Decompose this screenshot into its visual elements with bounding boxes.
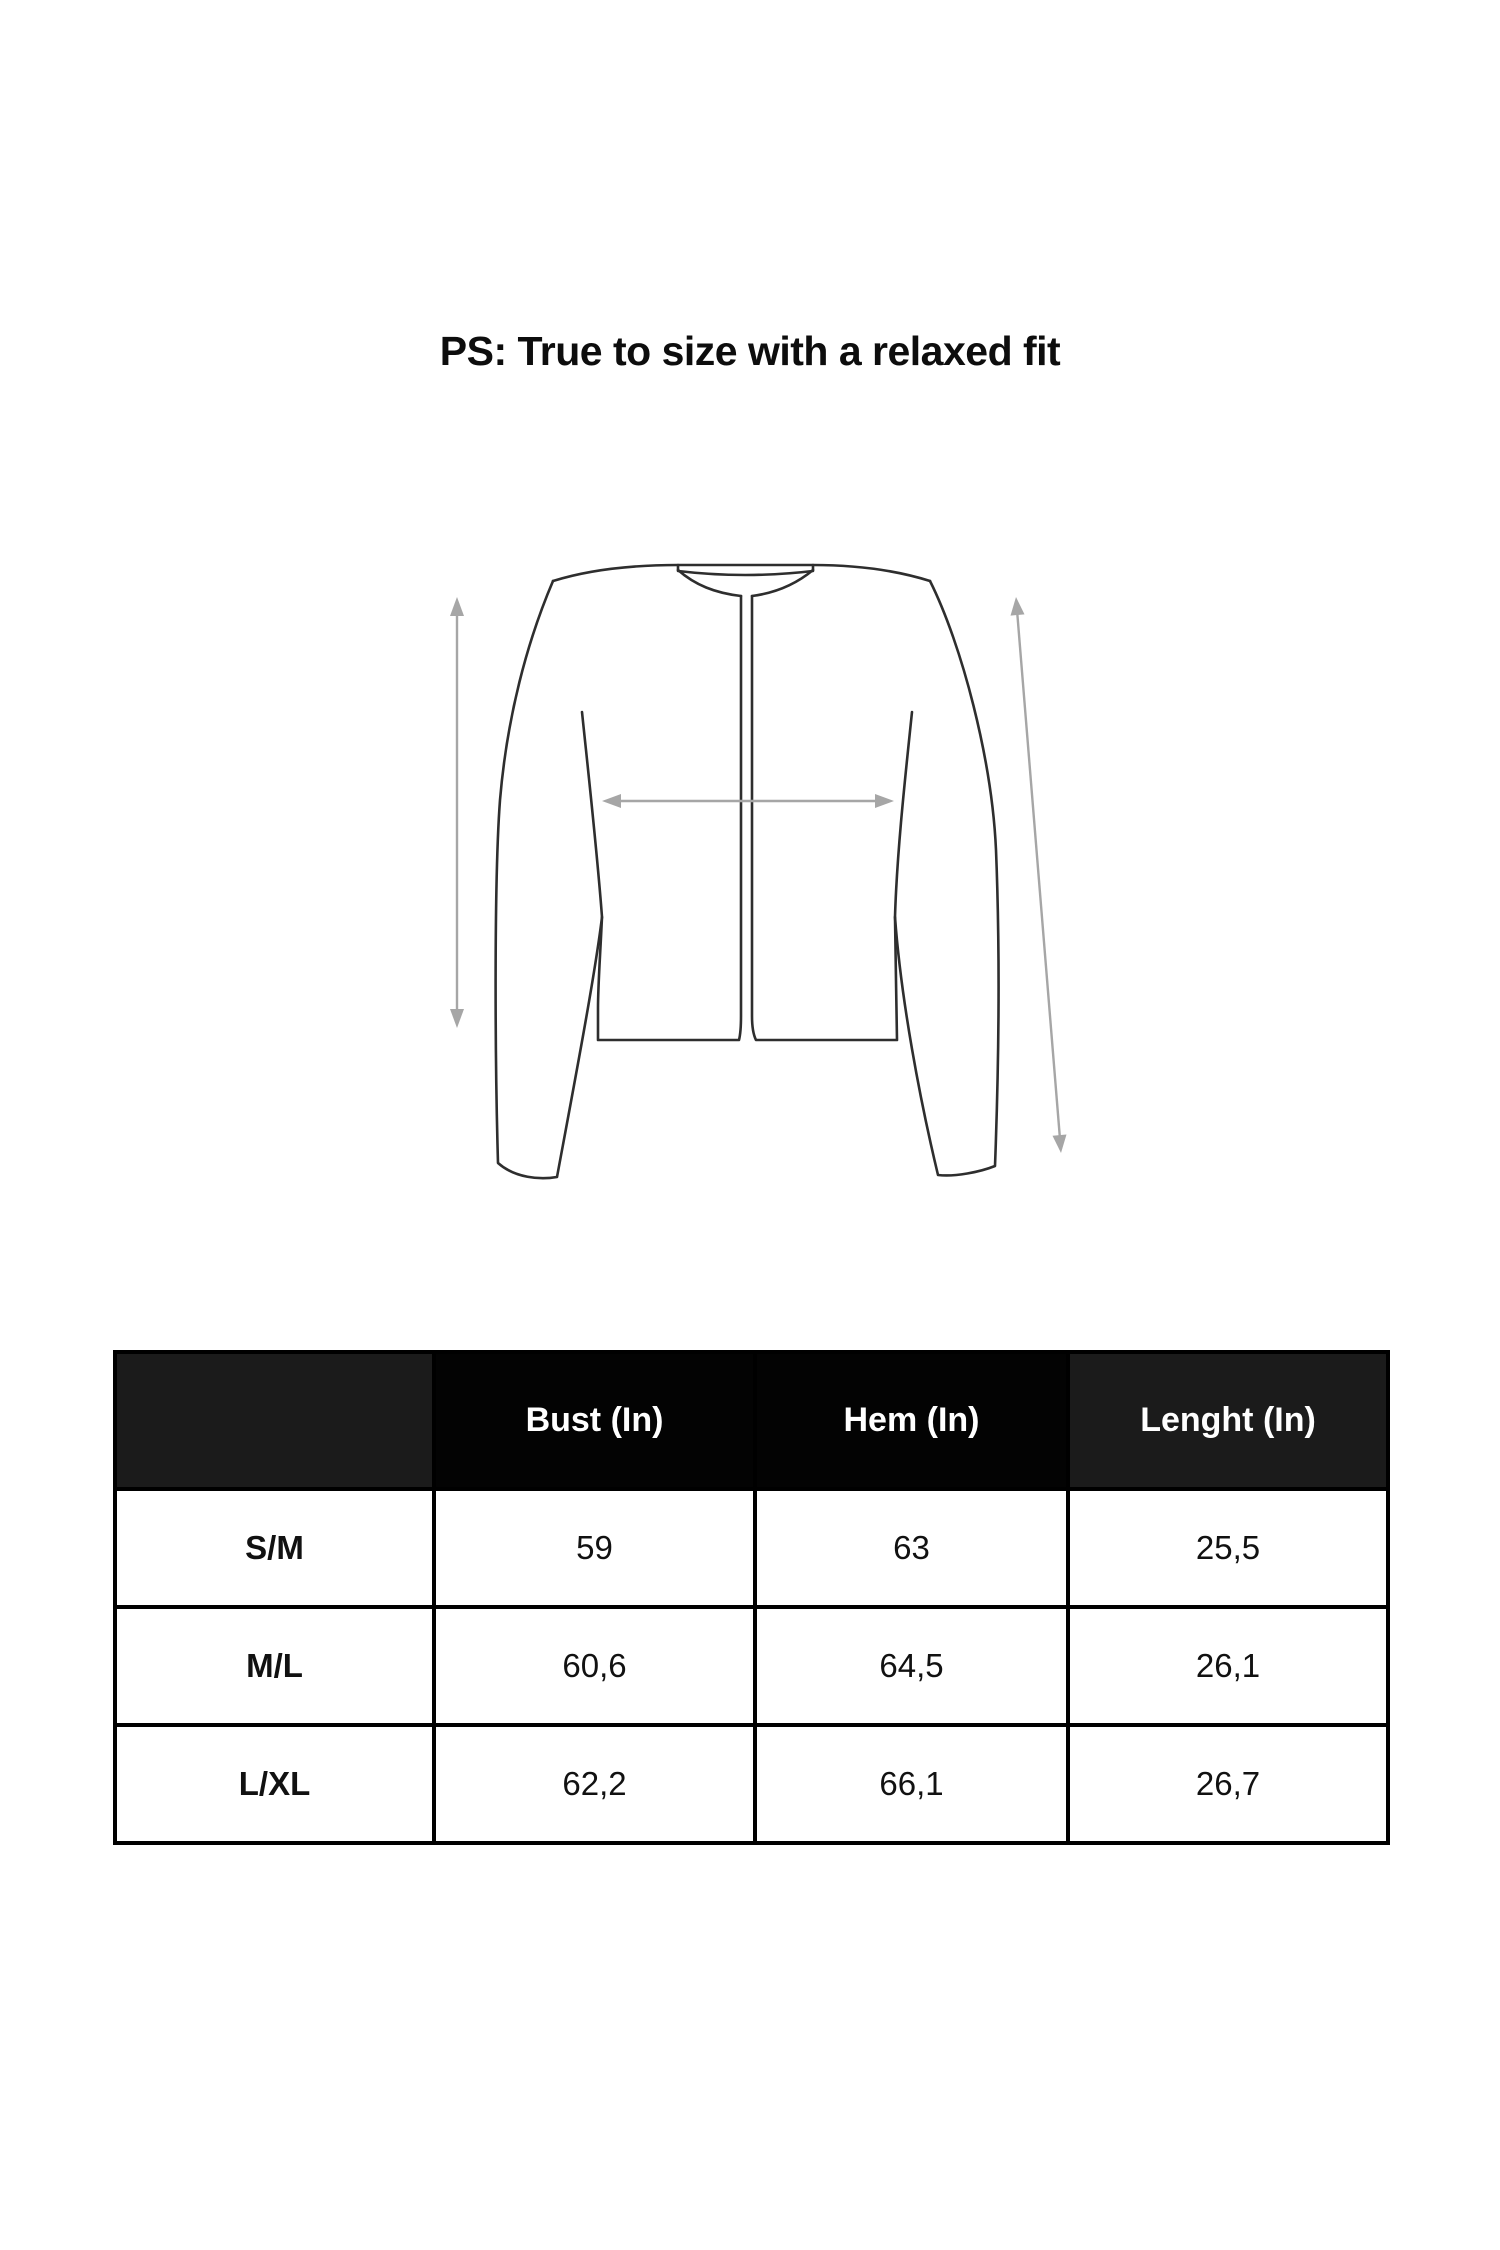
jacket-neck-scoop-right xyxy=(750,568,815,598)
header-cell-length: Lenght (In) xyxy=(1066,1350,1390,1491)
jacket-right-sleeve xyxy=(893,579,1000,1177)
size-table: Bust (In) Hem (In) Lenght (In) S/M 59 63… xyxy=(113,1350,1390,1845)
cell-length: 26,1 xyxy=(1066,1605,1390,1727)
table-row-lxl: L/XL 62,2 66,1 26,7 xyxy=(113,1723,1390,1845)
header-cell-hem: Hem (In) xyxy=(753,1350,1070,1491)
size-table-body: S/M 59 63 25,5 M/L 60,6 64,5 26,1 L/XL 6… xyxy=(113,1487,1390,1845)
jacket-neck-scoop-left xyxy=(676,568,743,598)
cell-hem: 64,5 xyxy=(753,1605,1070,1727)
jacket-back-neckline xyxy=(676,563,815,577)
row-label: M/L xyxy=(113,1605,436,1727)
jacket-left-sleeve xyxy=(494,579,604,1180)
table-row-ml: M/L 60,6 64,5 26,1 xyxy=(113,1605,1390,1727)
garment-length-arrow xyxy=(450,597,464,1028)
jacket-left-body xyxy=(596,594,743,1042)
cell-bust: 62,2 xyxy=(432,1723,757,1845)
header-cell-size xyxy=(113,1350,436,1491)
size-table-header: Bust (In) Hem (In) Lenght (In) xyxy=(113,1350,1390,1491)
header-cell-bust: Bust (In) xyxy=(432,1350,757,1491)
cell-length: 25,5 xyxy=(1066,1487,1390,1609)
jacket-top-edge xyxy=(551,563,932,583)
cell-bust: 59 xyxy=(432,1487,757,1609)
row-label: L/XL xyxy=(113,1723,436,1845)
row-label: S/M xyxy=(113,1487,436,1609)
cell-length: 26,7 xyxy=(1066,1723,1390,1845)
jacket-measurement-diagram xyxy=(450,563,1067,1180)
cell-hem: 63 xyxy=(753,1487,1070,1609)
jacket-outline xyxy=(494,563,1000,1180)
table-row-sm: S/M 59 63 25,5 xyxy=(113,1487,1390,1609)
jacket-right-body xyxy=(750,594,899,1042)
sleeve-length-arrow xyxy=(1010,597,1067,1153)
page-title: PS: True to size with a relaxed fit xyxy=(439,328,1061,374)
cell-bust: 60,6 xyxy=(432,1605,757,1727)
bust-width-arrow xyxy=(602,794,894,808)
cell-hem: 66,1 xyxy=(753,1723,1070,1845)
header-row: Bust (In) Hem (In) Lenght (In) xyxy=(113,1350,1390,1491)
measurement-arrows xyxy=(450,597,1067,1153)
